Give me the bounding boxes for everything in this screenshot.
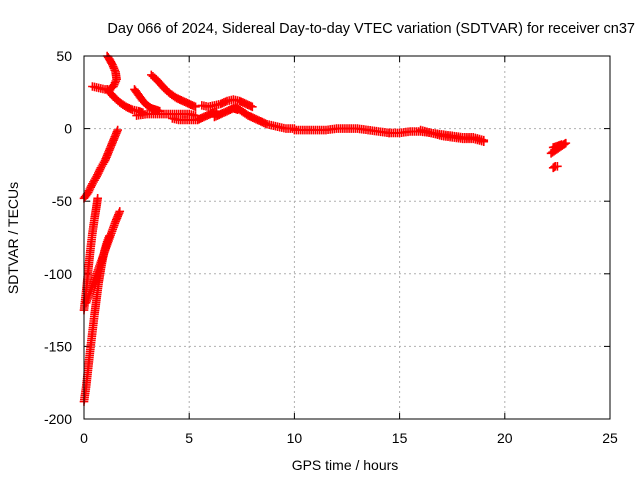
y-tick-label: -200 (44, 411, 72, 427)
series-mid-decline (231, 102, 299, 133)
data-point (103, 53, 113, 62)
x-tick-label: 0 (80, 430, 88, 446)
y-tick-label: 0 (64, 121, 72, 137)
data-point (93, 193, 102, 203)
data-point (104, 231, 114, 241)
series-hump (197, 95, 257, 112)
y-tick-label: -50 (52, 193, 72, 209)
series-hump-lower (210, 103, 242, 122)
series-late-lower (416, 125, 489, 146)
series-end-cluster-2 (548, 140, 566, 152)
x-tick-label: 5 (185, 430, 193, 446)
series-end-outlier (548, 162, 562, 173)
x-tick-label: 20 (497, 430, 513, 446)
data-point (557, 140, 566, 149)
y-tick-label: -150 (44, 338, 72, 354)
data-point (248, 102, 257, 112)
y-tick-label: -100 (44, 266, 72, 282)
series-arc-top (88, 51, 121, 94)
x-axis-title: GPS time / hours (292, 457, 399, 473)
data-point (191, 102, 200, 112)
y-axis-title: SDTVAR / TECUs (5, 182, 21, 294)
x-tick-label: 10 (287, 430, 303, 446)
x-tick-label: 25 (602, 430, 618, 446)
data-point (113, 125, 122, 135)
series-early-rise-low (79, 231, 114, 406)
data-point (561, 138, 571, 148)
plot-frame (83, 55, 611, 420)
x-tick-label: 15 (392, 430, 408, 446)
y-tick-label: 50 (56, 48, 72, 64)
series-descent-right (147, 70, 200, 112)
data-point (479, 137, 489, 146)
chart-title: Day 066 of 2024, Sidereal Day-to-day VTE… (107, 21, 635, 37)
data-point (115, 207, 125, 216)
data-points (79, 51, 571, 406)
data-point (553, 162, 562, 171)
